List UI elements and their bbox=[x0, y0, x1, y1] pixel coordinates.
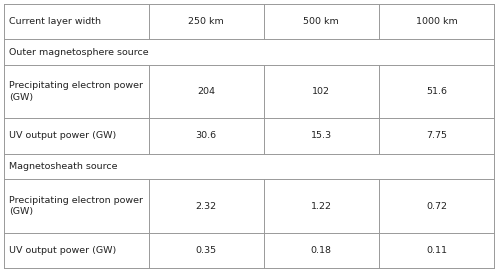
Text: 1000 km: 1000 km bbox=[415, 17, 457, 26]
Text: 102: 102 bbox=[312, 87, 330, 96]
Text: Outer magnetosphere source: Outer magnetosphere source bbox=[9, 48, 148, 57]
Text: 204: 204 bbox=[197, 87, 215, 96]
Text: 2.32: 2.32 bbox=[196, 202, 217, 211]
Text: UV output power (GW): UV output power (GW) bbox=[9, 131, 116, 141]
Text: Current layer width: Current layer width bbox=[9, 17, 101, 26]
Text: Precipitating electron power
(GW): Precipitating electron power (GW) bbox=[9, 196, 143, 216]
Text: 51.6: 51.6 bbox=[426, 87, 447, 96]
Text: 0.72: 0.72 bbox=[426, 202, 447, 211]
Text: Magnetosheath source: Magnetosheath source bbox=[9, 162, 118, 171]
Text: 250 km: 250 km bbox=[188, 17, 224, 26]
Text: 0.11: 0.11 bbox=[426, 246, 447, 255]
Text: 30.6: 30.6 bbox=[196, 131, 217, 141]
Text: 15.3: 15.3 bbox=[311, 131, 332, 141]
Text: UV output power (GW): UV output power (GW) bbox=[9, 246, 116, 255]
Text: 500 km: 500 km bbox=[303, 17, 339, 26]
Text: 7.75: 7.75 bbox=[426, 131, 447, 141]
Text: Precipitating electron power
(GW): Precipitating electron power (GW) bbox=[9, 81, 143, 102]
Text: 0.18: 0.18 bbox=[311, 246, 332, 255]
Text: 1.22: 1.22 bbox=[311, 202, 332, 211]
Text: 0.35: 0.35 bbox=[196, 246, 217, 255]
